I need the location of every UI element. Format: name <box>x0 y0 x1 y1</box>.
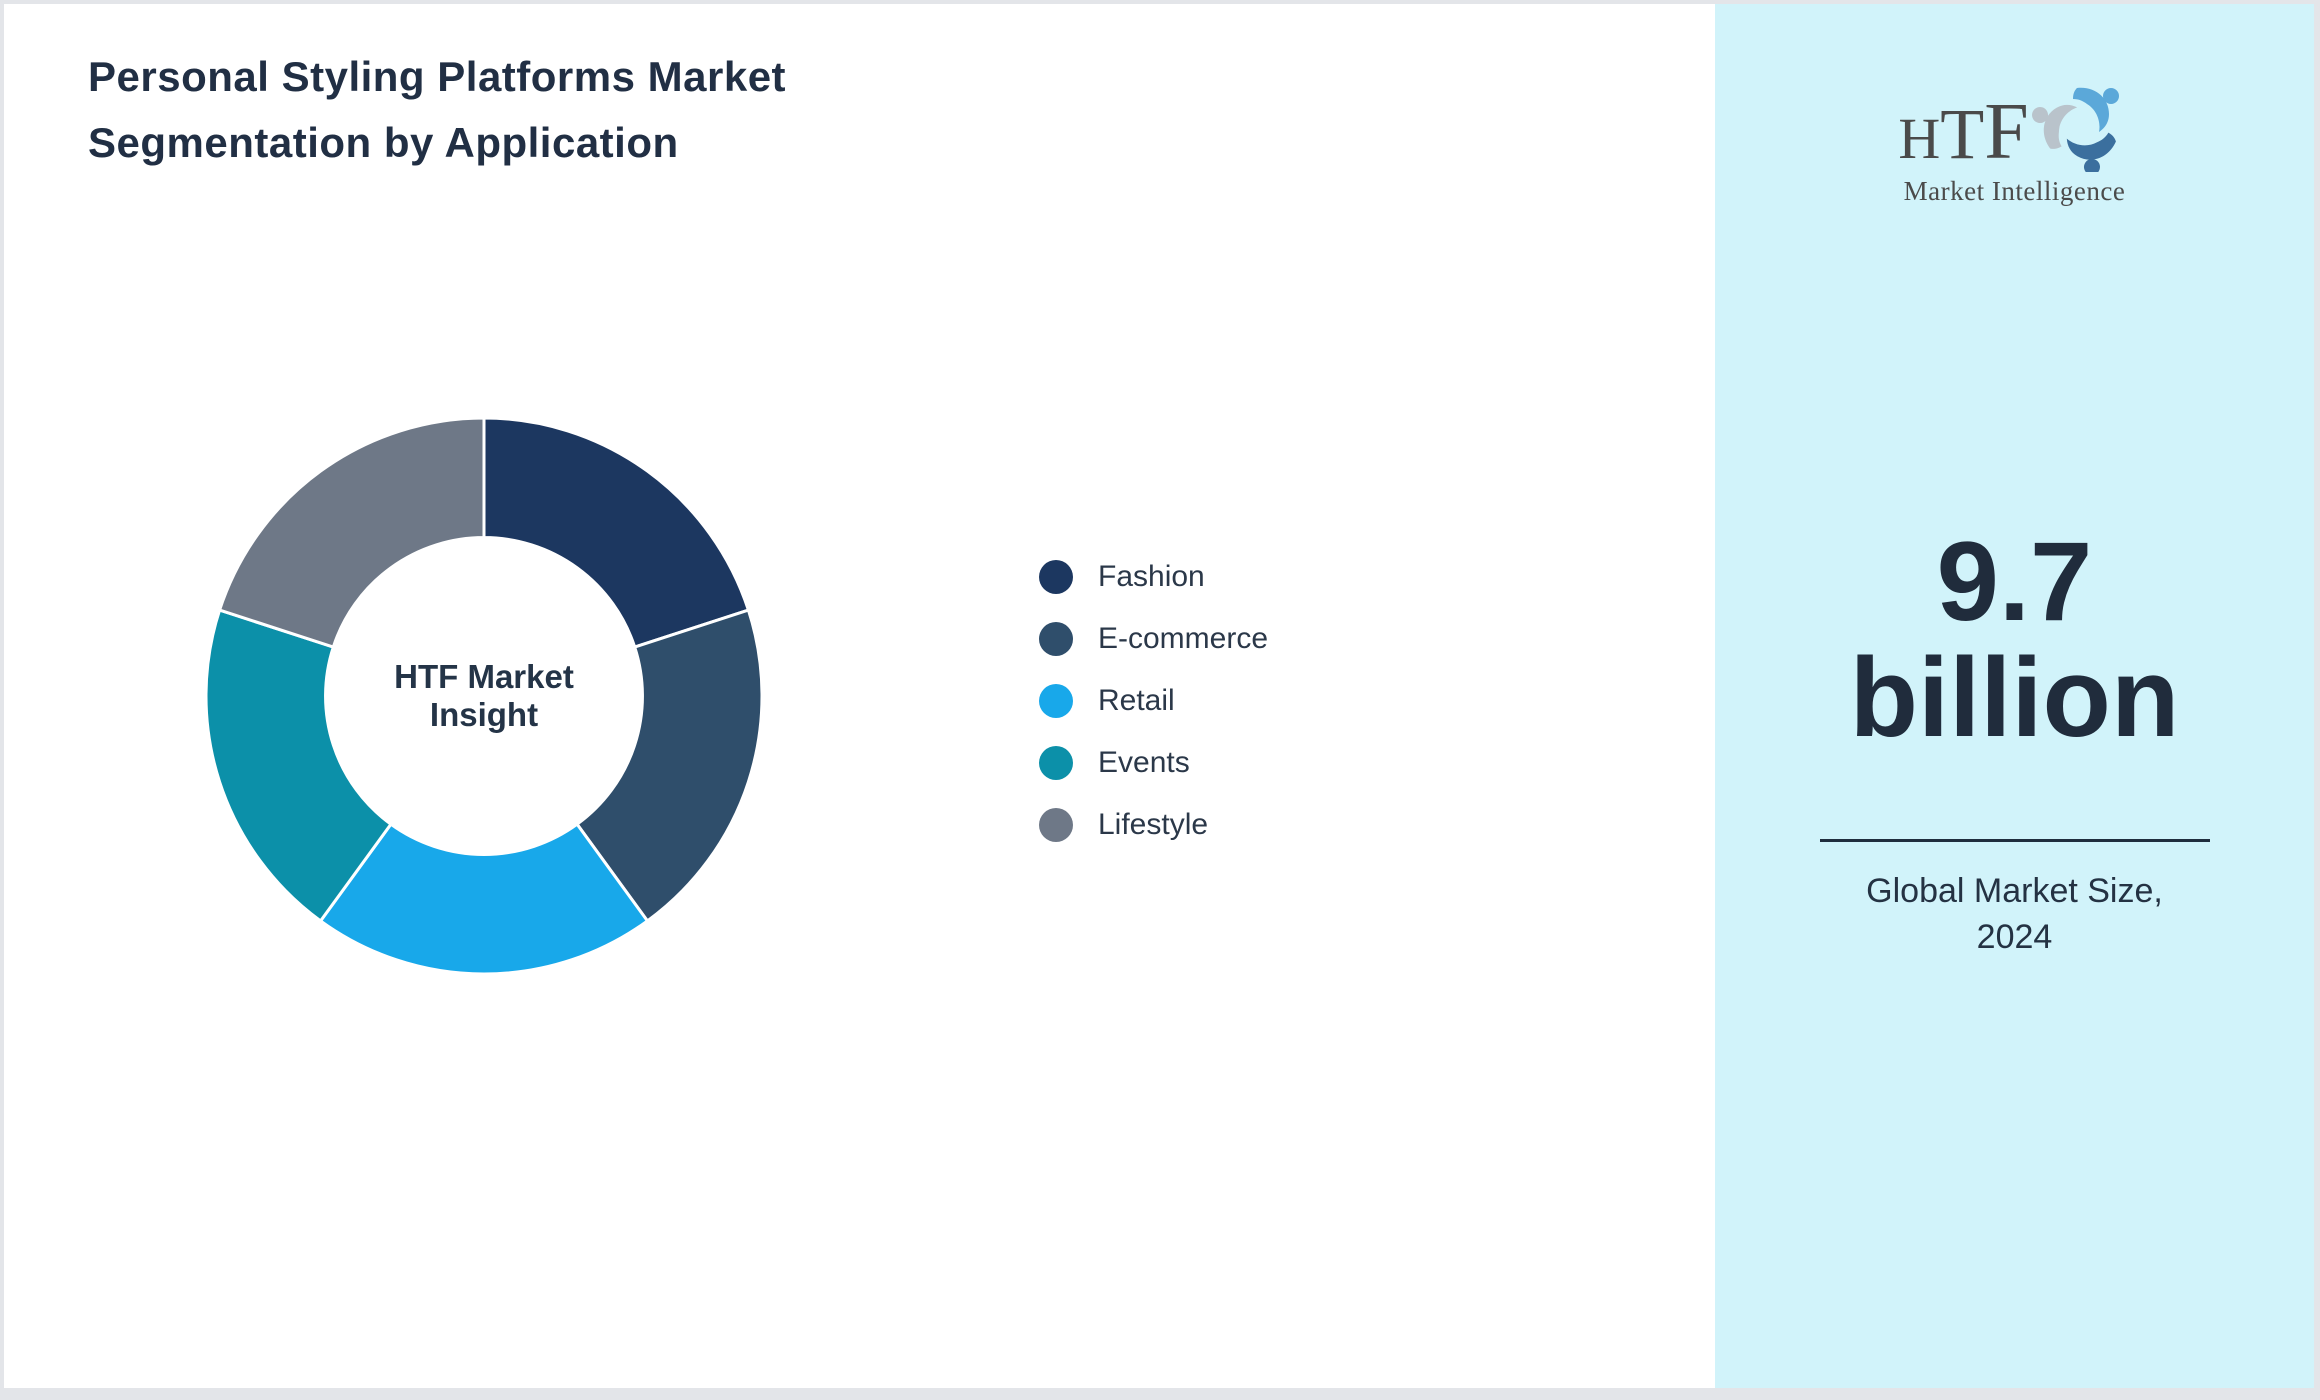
donut-slice-retail <box>318 822 650 976</box>
content-card: Personal Styling Platforms Market Segmen… <box>4 4 2314 1388</box>
chart-legend: Fashion E-commerce Retail Events Lifestyle <box>1039 560 1268 842</box>
market-size-caption-line1: Global Market Size, <box>1866 872 2163 910</box>
market-size-value-line1: 9.7 <box>1936 519 2093 644</box>
htf-logo: HTF <box>1715 66 2314 207</box>
donut-center-label: HTF Market Insight <box>194 658 774 734</box>
htf-logo-subtext: Market Intelligence <box>1903 176 2126 206</box>
legend-dot <box>1039 746 1073 780</box>
page-title-line2: Segmentation by Application <box>88 119 679 166</box>
legend-label: Lifestyle <box>1098 808 1209 841</box>
legend-dot <box>1039 560 1073 594</box>
htf-logo-swirl-icon <box>2031 87 2119 172</box>
donut-chart: HTF Market Insight <box>194 406 774 986</box>
legend-item-events: Events <box>1039 746 1268 780</box>
donut-center-label-line2: Insight <box>429 696 539 733</box>
page-title-line1: Personal Styling Platforms Market <box>88 53 787 100</box>
donut-slice-lifestyle <box>217 416 486 649</box>
legend-item-lifestyle: Lifestyle <box>1039 808 1268 842</box>
legend-dot <box>1039 808 1073 842</box>
market-size-value: 9.7 billion <box>1715 524 2314 756</box>
legend-label: E-commerce <box>1098 622 1269 655</box>
legend-dot <box>1039 684 1073 718</box>
htf-logo-letter: F <box>1984 88 2029 176</box>
legend-label: Fashion <box>1098 560 1205 593</box>
market-size-value-line2: billion <box>1849 635 2180 760</box>
legend-label: Events <box>1098 746 1190 779</box>
page-title: Personal Styling Platforms Market Segmen… <box>88 44 786 176</box>
donut-center-label-line1: HTF Market <box>394 658 574 695</box>
legend-item-fashion: Fashion <box>1039 560 1268 594</box>
sidebar: HTF <box>1715 4 2314 1388</box>
donut-slice-e-commerce <box>575 608 764 924</box>
legend-item-e-commerce: E-commerce <box>1039 622 1268 656</box>
market-size-caption: Global Market Size, 2024 <box>1715 868 2314 960</box>
legend-label: Retail <box>1098 684 1175 717</box>
market-size-caption-line2: 2024 <box>1976 918 2053 956</box>
donut-slice-events <box>204 608 393 924</box>
donut-chart-svg <box>204 416 764 976</box>
htf-logo-text: HTF <box>1898 92 2028 172</box>
htf-logo-letter: T <box>1940 94 1985 174</box>
divider <box>1819 839 2210 842</box>
legend-dot <box>1039 622 1073 656</box>
legend-item-retail: Retail <box>1039 684 1268 718</box>
donut-slice-fashion <box>482 416 751 649</box>
htf-logo-row: HTF <box>1715 66 2314 172</box>
htf-logo-letter: H <box>1898 106 1941 171</box>
